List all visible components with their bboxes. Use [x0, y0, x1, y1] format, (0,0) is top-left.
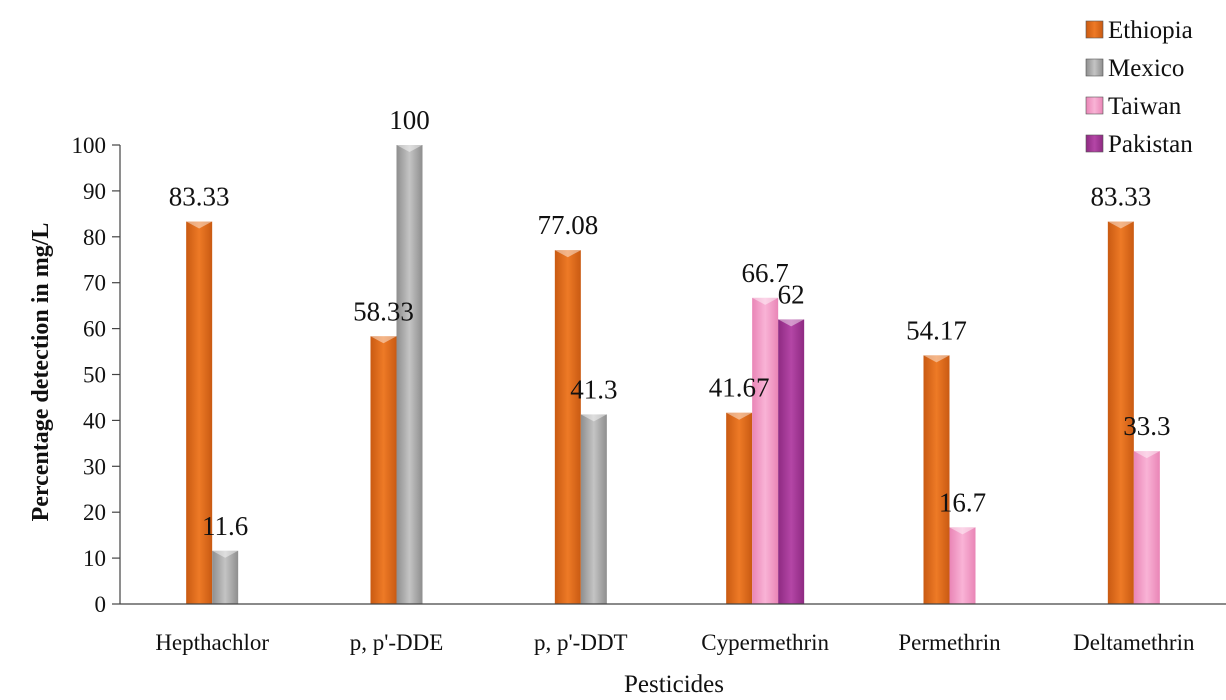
y-tick-label: 30	[83, 454, 106, 479]
legend-label: Mexico	[1108, 55, 1184, 82]
y-tick-label: 100	[72, 133, 107, 158]
y-axis-title: Percentage detection in mg/L	[28, 223, 54, 522]
bar-ethiopia	[370, 336, 397, 604]
bar-top-bevel	[212, 550, 239, 558]
bar-taiwan	[949, 527, 976, 604]
bar-ethiopia	[554, 250, 581, 604]
data-label: 41.67	[709, 373, 770, 403]
bar-ethiopia	[1107, 221, 1134, 604]
data-label: 58.33	[353, 296, 414, 326]
y-tick-label: 40	[83, 408, 106, 433]
legend: Ethiopia Mexico Taiwan Pakistan	[1085, 17, 1193, 158]
y-axis: 0 10 20 30 40 50 60 70 80 90 100	[72, 133, 121, 617]
bar-top-bevel	[580, 414, 607, 422]
bar-top-bevel	[554, 250, 581, 258]
bar-top-bevel	[1107, 221, 1134, 229]
legend-swatch-pakistan	[1085, 134, 1104, 153]
legend-label: Ethiopia	[1108, 17, 1193, 44]
data-label: 16.7	[939, 487, 986, 517]
data-label: 77.08	[537, 210, 598, 240]
x-tick-label: Cypermethrin	[701, 630, 829, 655]
data-labels: 83.33 11.6 58.33 100 77.08 41.3 41.67 66.762 54.…	[169, 105, 1171, 541]
legend-label: Taiwan	[1108, 93, 1182, 120]
bar-mexico	[580, 414, 607, 604]
bar-top-bevel	[186, 221, 213, 229]
data-label: 83.33	[169, 182, 230, 212]
bar-top-bevel	[923, 355, 950, 363]
bar-ethiopia	[186, 221, 213, 604]
y-tick-label: 60	[83, 317, 106, 342]
x-tick-label: Deltamethrin	[1073, 630, 1195, 655]
bar-taiwan	[752, 297, 779, 604]
y-tick-label: 80	[83, 225, 106, 250]
bar-top-bevel	[1133, 451, 1160, 459]
bar-top-bevel	[752, 297, 779, 305]
x-tick-label: p, p'-DDE	[350, 630, 444, 655]
data-label: 33.3	[1123, 411, 1170, 441]
y-tick-label: 0	[95, 592, 107, 617]
x-tick-label: p, p'-DDT	[534, 630, 628, 655]
bar-taiwan	[1133, 451, 1160, 604]
y-tick-label: 70	[83, 271, 106, 296]
bars	[186, 145, 1160, 604]
x-tick-label: Hepthachlor	[155, 630, 269, 655]
data-label: 66.7	[742, 258, 789, 288]
legend-swatch-taiwan	[1085, 96, 1104, 115]
x-tick-label: Permethrin	[898, 630, 1001, 655]
legend-swatch-ethiopia	[1085, 20, 1104, 39]
legend-label: Pakistan	[1108, 131, 1193, 158]
data-label: 83.33	[1090, 182, 1151, 212]
bar-top-bevel	[726, 412, 753, 420]
x-axis-title: Pesticides	[624, 671, 724, 698]
y-tick-label: 90	[83, 179, 106, 204]
data-label: 11.6	[202, 511, 248, 541]
y-tick-label: 50	[83, 363, 106, 388]
bar-mexico	[212, 550, 239, 604]
y-tick-label: 20	[83, 500, 106, 525]
data-label: 54.17	[906, 315, 967, 345]
legend-swatch-mexico	[1085, 58, 1104, 77]
data-label: 41.3	[570, 374, 617, 404]
bar-ethiopia	[923, 355, 950, 604]
bar-top-bevel	[778, 319, 805, 327]
data-label: 100	[389, 105, 430, 135]
y-tick-label: 10	[83, 546, 106, 571]
bar-ethiopia	[726, 412, 753, 604]
bar-top-bevel	[370, 336, 397, 344]
data-label: 62	[778, 279, 805, 309]
bar-top-bevel	[949, 527, 976, 535]
bar-pakistan	[778, 319, 805, 604]
bar-mexico	[396, 145, 423, 604]
bar-top-bevel	[396, 145, 423, 152]
x-axis: Hepthachlor p, p'-DDE p, p'-DDT Cypermethri…	[120, 603, 1226, 655]
